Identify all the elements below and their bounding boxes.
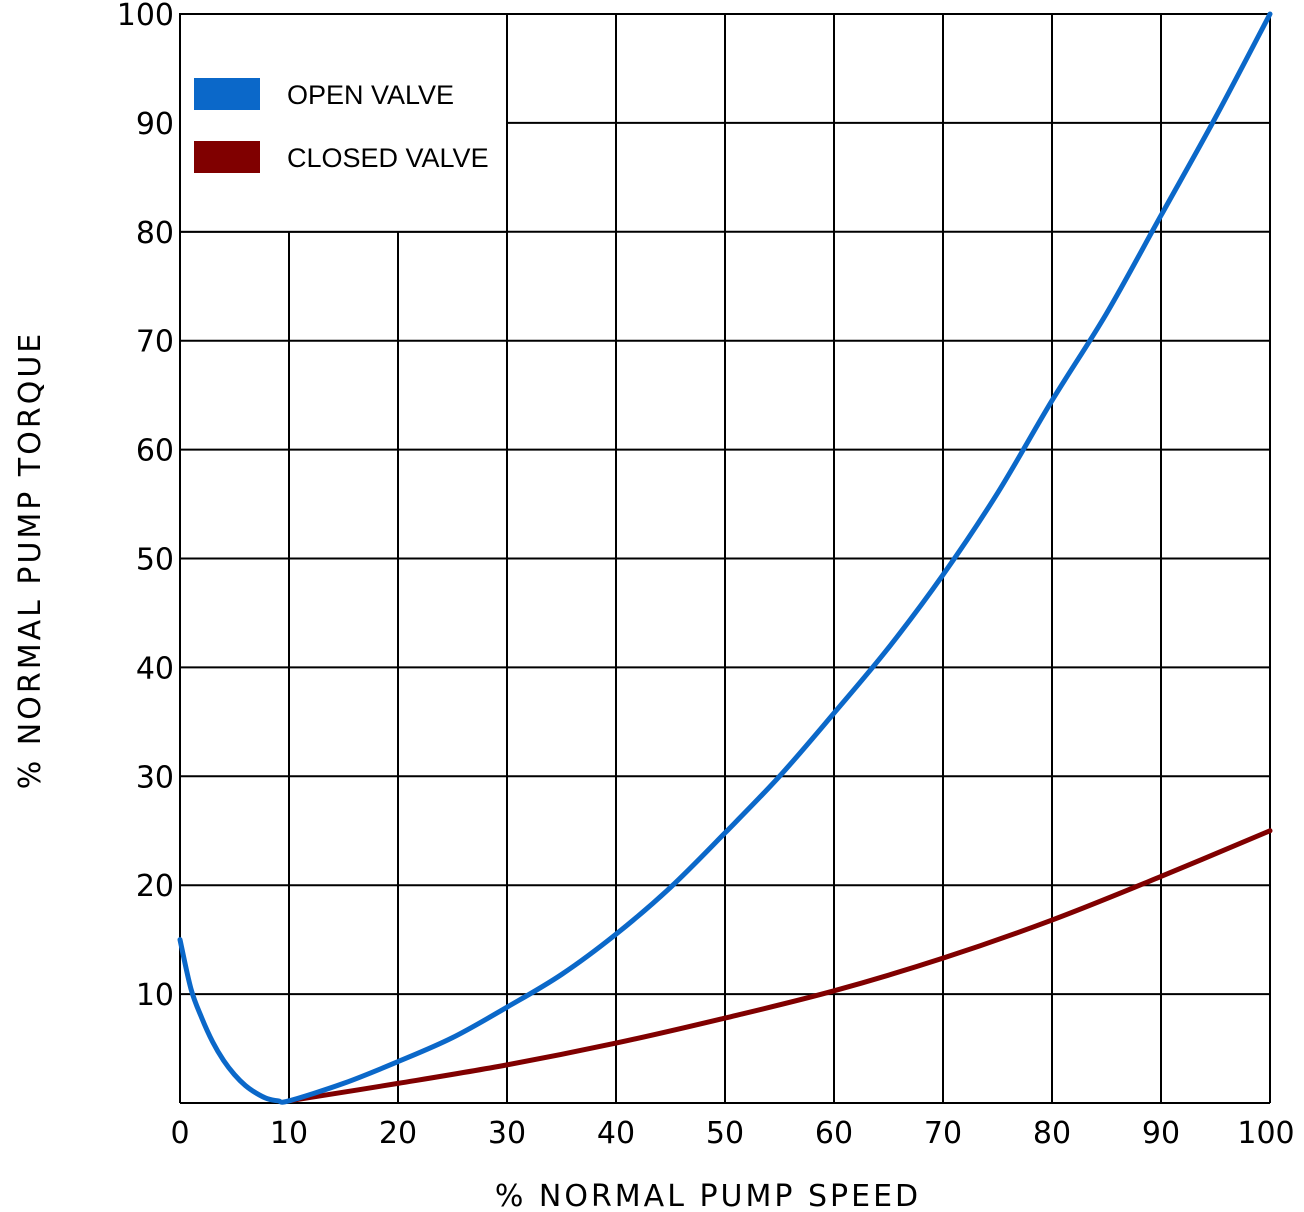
x-tick-label: 40 xyxy=(597,1116,635,1151)
series-lines xyxy=(177,11,1273,1105)
x-tick-label: 70 xyxy=(924,1116,962,1151)
x-tick-labels: 0 10 20 30 40 50 60 70 80 90 100 xyxy=(170,1116,1294,1151)
legend-label: CLOSED VALVE xyxy=(287,143,489,173)
y-tick-label: 80 xyxy=(136,216,174,251)
x-tick-label: 90 xyxy=(1142,1116,1180,1151)
x-tick-label: 30 xyxy=(488,1116,526,1151)
x-tick-label: 60 xyxy=(815,1116,853,1151)
y-tick-label: 90 xyxy=(136,107,174,142)
x-tick-label: 10 xyxy=(270,1116,308,1151)
series-line-closed-valve xyxy=(286,828,1273,1104)
y-tick-label: 100 xyxy=(117,0,174,33)
x-tick-label: 20 xyxy=(379,1116,417,1151)
y-tick-label: 20 xyxy=(136,869,174,904)
y-tick-label: 30 xyxy=(136,760,174,795)
legend: OPEN VALVE CLOSED VALVE xyxy=(179,13,508,233)
legend-label: OPEN VALVE xyxy=(287,80,454,110)
legend-swatch xyxy=(194,78,260,110)
series-line-open-valve xyxy=(177,11,1273,1105)
x-tick-label: 100 xyxy=(1237,1116,1294,1151)
legend-box xyxy=(179,13,508,233)
y-tick-label: 50 xyxy=(136,543,174,578)
x-tick-label: 0 xyxy=(170,1116,189,1151)
y-tick-labels: 10 20 30 40 50 60 70 80 90 100 xyxy=(117,0,174,1013)
x-axis-title: % NORMAL PUMP SPEED xyxy=(495,1179,921,1212)
grid xyxy=(179,13,1271,1104)
y-tick-label: 40 xyxy=(136,651,174,686)
y-axis-title: % NORMAL PUMP TORQUE xyxy=(13,331,48,789)
x-tick-label: 80 xyxy=(1033,1116,1071,1151)
legend-swatch xyxy=(194,141,260,173)
y-tick-label: 70 xyxy=(136,325,174,360)
y-tick-label: 60 xyxy=(136,434,174,469)
x-tick-label: 50 xyxy=(706,1116,744,1151)
y-tick-label: 10 xyxy=(136,978,174,1013)
